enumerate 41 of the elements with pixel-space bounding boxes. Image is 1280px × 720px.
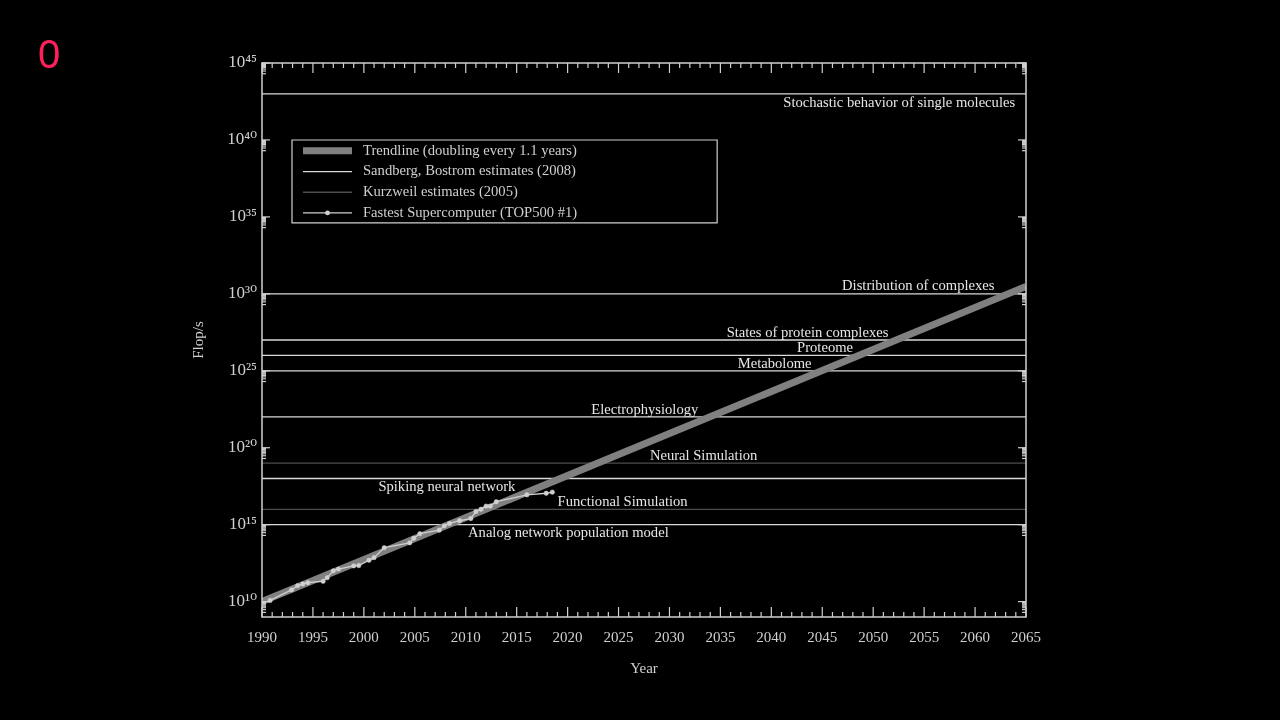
legend-label: Fastest Supercomputer (TOP500 #1) <box>363 203 578 221</box>
y-tick-label: 10²⁰ <box>228 437 258 457</box>
ref-line-label: Analog network population model <box>468 523 669 540</box>
x-tick-label: 2025 <box>603 628 634 645</box>
y-axis-title: Flop/s <box>189 321 206 359</box>
ref-line-label: States of protein complexes <box>726 323 889 340</box>
x-tick-label: 2040 <box>756 628 787 645</box>
x-tick-label: 2015 <box>501 628 532 645</box>
legend-label: Kurzweil estimates (2005) <box>363 183 518 201</box>
x-tick-label: 2010 <box>450 628 481 645</box>
ref-line-label: Functional Simulation <box>557 492 689 509</box>
text: 0 <box>38 32 61 76</box>
y-tick-label: 10¹⁰ <box>228 591 258 611</box>
x-tick-label: 2065 <box>1011 628 1041 645</box>
y-tick-label: 10¹⁵ <box>228 514 258 534</box>
y-tick-label: 10²⁵ <box>228 360 258 380</box>
y-tick-label: 10⁴⁰ <box>227 129 258 149</box>
x-tick-label: 2020 <box>552 628 583 645</box>
x-tick-label: 2000 <box>348 628 379 645</box>
ref-line-label: Distribution of complexes <box>842 277 995 294</box>
y-tick-label: 10⁴⁵ <box>228 52 258 72</box>
legend-label: Trendline (doubling every 1.1 years) <box>363 141 577 159</box>
ref-line-label: Metabolome <box>737 354 812 371</box>
y-tick-label: 10³⁵ <box>228 206 258 226</box>
ref-line-label: Proteome <box>797 339 854 356</box>
x-tick-label: 1995 <box>297 628 328 645</box>
x-tick-label: 2060 <box>960 628 991 645</box>
x-axis-title: Year <box>630 659 658 676</box>
legend-label: Sandberg, Bostrom estimates (2008) <box>363 162 577 180</box>
ref-line-label: Stochastic behavior of single molecules <box>783 93 1016 110</box>
x-tick-label: 2050 <box>858 628 889 645</box>
x-tick-label: 2030 <box>654 628 685 645</box>
ref-line-label: Electrophysiology <box>591 400 699 417</box>
x-tick-label: 2055 <box>909 628 940 645</box>
ref-line-label: Neural Simulation <box>649 446 758 463</box>
x-tick-label: 2035 <box>705 628 736 645</box>
y-tick-label: 10³⁰ <box>228 283 258 303</box>
x-tick-label: 2045 <box>807 628 838 645</box>
x-tick-label: 2005 <box>399 628 430 645</box>
x-tick-label: 1990 <box>247 628 277 645</box>
ref-line-label: Spiking neural network <box>378 477 517 494</box>
